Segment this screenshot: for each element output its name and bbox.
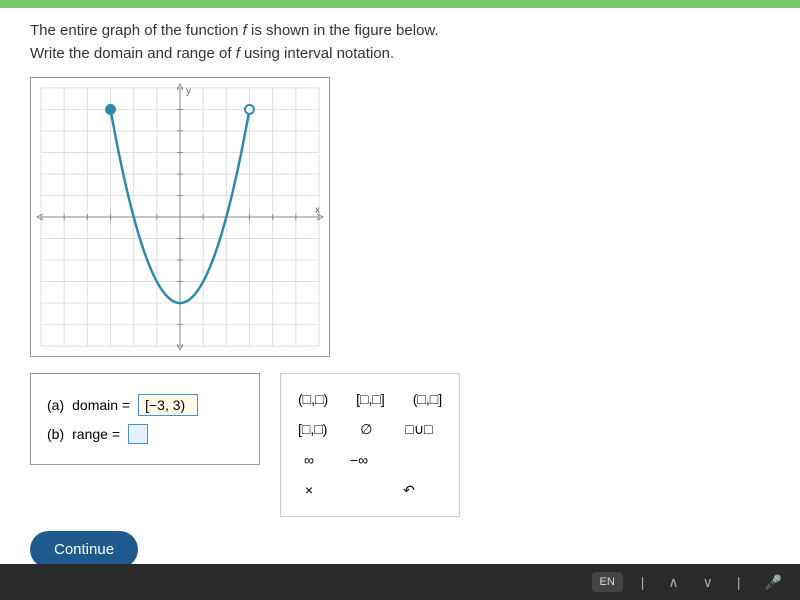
- answer-box: (a) domain = [−3, 3) (b) range =: [30, 373, 260, 465]
- question-text: The entire graph of the function f is sh…: [30, 20, 770, 65]
- range-input[interactable]: [128, 424, 148, 444]
- palette-empty-set[interactable]: ∅: [346, 416, 386, 443]
- q-line1-pre: The entire graph of the function: [30, 22, 243, 39]
- palette-union[interactable]: □∪□: [396, 416, 441, 443]
- b-label: (b): [47, 426, 64, 442]
- palette-undo[interactable]: ↶: [389, 477, 429, 504]
- palette-open-open[interactable]: (□,□): [289, 386, 337, 412]
- up-icon[interactable]: ∧: [662, 574, 684, 591]
- main-content: The entire graph of the function f is sh…: [0, 8, 800, 580]
- a-label: (a): [47, 397, 64, 413]
- sep2-icon: |: [731, 574, 747, 590]
- palette-closed-closed[interactable]: [□,□]: [347, 386, 394, 412]
- palette-open-closed[interactable]: (□,□]: [404, 386, 451, 412]
- left-endpoint: [106, 105, 115, 114]
- q-line2-post: using interval notation.: [240, 45, 394, 62]
- mic-icon[interactable]: 🎤: [759, 574, 788, 591]
- answer-a: (a) domain = [−3, 3): [47, 394, 243, 416]
- right-endpoint: [245, 105, 254, 114]
- graph: y x: [30, 77, 330, 357]
- down-icon[interactable]: ∨: [697, 574, 719, 591]
- b-text: range =: [72, 426, 120, 442]
- q-line1-mid: is shown in the figure below.: [247, 22, 439, 39]
- domain-input[interactable]: [−3, 3): [138, 394, 198, 416]
- y-label: y: [186, 86, 191, 97]
- continue-button[interactable]: Continue: [30, 531, 138, 568]
- palette-infinity[interactable]: ∞: [289, 447, 329, 473]
- header-accent: [0, 0, 800, 8]
- answers-row: (a) domain = [−3, 3) (b) range = (□,□) […: [30, 373, 770, 517]
- bottom-bar: EN | ∧ ∨ | 🎤: [0, 564, 800, 600]
- palette-clear[interactable]: ×: [289, 477, 329, 504]
- lang-button[interactable]: EN: [592, 572, 623, 592]
- palette-neg-infinity[interactable]: −∞: [339, 447, 379, 473]
- graph-svg: y x: [31, 78, 329, 356]
- palette-closed-open[interactable]: [□,□): [289, 416, 336, 443]
- x-label: x: [315, 205, 320, 216]
- answer-b: (b) range =: [47, 424, 243, 444]
- q-line2-pre: Write the domain and range of: [30, 45, 236, 62]
- a-text: domain =: [72, 397, 130, 413]
- symbol-palette: (□,□) [□,□] (□,□] [□,□) ∅ □∪□ ∞ −∞ × ↶: [280, 373, 460, 517]
- sep-icon: |: [635, 574, 651, 590]
